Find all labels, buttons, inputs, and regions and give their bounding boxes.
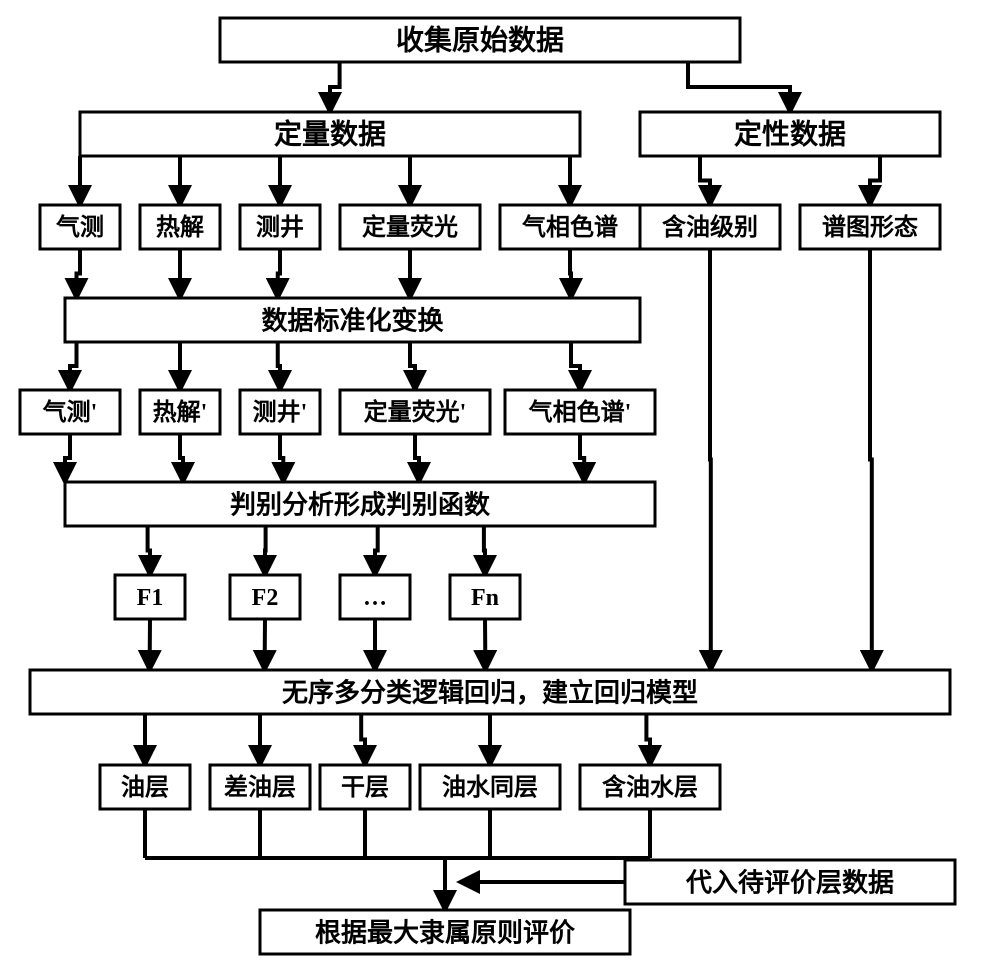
node-label-log: 测井 — [256, 214, 304, 241]
node-label-fluo: 定量荧光 — [362, 213, 458, 241]
node-label-evaluate: 根据最大隶属原则评价 — [315, 919, 576, 948]
node-f2: F2 — [230, 575, 300, 619]
node-label-dry: 干层 — [341, 775, 389, 801]
flowchart-canvas: 收集原始数据定量数据 定性数据气测 热解 测井 定量荧光 气相色谱 含油级别 谱图形态数据标准… — [0, 0, 1000, 973]
node-gc: 气相色谱 — [500, 205, 640, 249]
node-discrim: 判别分析形成判别函数 — [65, 482, 655, 526]
node-label-fluo2: 定量荧光' — [364, 398, 467, 426]
node-label-gc2: 气相色谱' — [528, 398, 632, 426]
node-pyro: 热解 — [140, 205, 220, 249]
node-label-collect: 收集原始数据 — [396, 25, 564, 57]
node-label-oilgrade: 含油级别 — [662, 213, 758, 241]
node-label-f1: F1 — [137, 585, 164, 611]
node-evaluate: 根据最大隶属原则评价 — [260, 910, 630, 954]
node-label-discrim: 判别分析形成判别函数 — [230, 491, 491, 520]
node-label-specform: 谱图形态 — [822, 213, 918, 241]
node-stdize: 数据标准化变换 — [65, 298, 640, 342]
node-fdots: … — [340, 575, 410, 619]
node-log: 测井 — [240, 205, 320, 249]
node-gas: 气测 — [40, 205, 120, 249]
node-label-pooroil: 差油层 — [224, 773, 296, 801]
node-fluo: 定量荧光 — [340, 205, 480, 249]
node-label-f2: F2 — [252, 585, 279, 611]
node-label-log2: 测井' — [253, 399, 308, 426]
node-label-gc: 气相色谱 — [521, 213, 618, 241]
node-oilgrade: 含油级别 — [640, 205, 780, 249]
node-label-stdize: 数据标准化变换 — [261, 306, 444, 336]
node-log2: 测井' — [240, 390, 320, 434]
node-qual: 定性数据 — [640, 112, 940, 156]
node-label-gas2: 气测' — [42, 398, 98, 426]
node-specform: 谱图形态 — [800, 205, 940, 249]
node-label-oilwater: 油水同层 — [442, 774, 538, 801]
node-dry: 干层 — [320, 765, 410, 809]
node-pyro2: 热解' — [140, 390, 220, 434]
node-label-wateroil: 含油水层 — [602, 773, 698, 801]
node-label-fn: Fn — [471, 585, 499, 611]
node-gc2: 气相色谱' — [505, 390, 655, 434]
node-label-oil: 油层 — [121, 774, 169, 801]
node-label-substitute: 代入待评价层数据 — [685, 869, 894, 898]
node-oilwater: 油水同层 — [420, 765, 560, 809]
node-fn: Fn — [450, 575, 520, 619]
node-fluo2: 定量荧光' — [340, 390, 490, 434]
node-gas2: 气测' — [20, 390, 120, 434]
node-label-qual: 定性数据 — [734, 118, 846, 151]
node-pooroil: 差油层 — [210, 765, 310, 809]
node-label-logistic: 无序多分类逻辑回归，建立回归模型 — [282, 678, 698, 708]
node-collect: 收集原始数据 — [220, 18, 740, 62]
node-quant: 定量数据 — [80, 112, 580, 156]
node-oil: 油层 — [100, 765, 190, 809]
node-f1: F1 — [115, 575, 185, 619]
node-substitute: 代入待评价层数据 — [625, 860, 955, 904]
node-label-fdots: … — [363, 585, 387, 611]
node-label-gas: 气测 — [55, 213, 104, 241]
node-wateroil: 含油水层 — [580, 765, 720, 809]
node-label-pyro2: 热解' — [153, 398, 208, 426]
node-label-quant: 定量数据 — [274, 118, 386, 151]
node-logistic: 无序多分类逻辑回归，建立回归模型 — [30, 670, 950, 714]
node-label-pyro: 热解 — [156, 213, 204, 241]
